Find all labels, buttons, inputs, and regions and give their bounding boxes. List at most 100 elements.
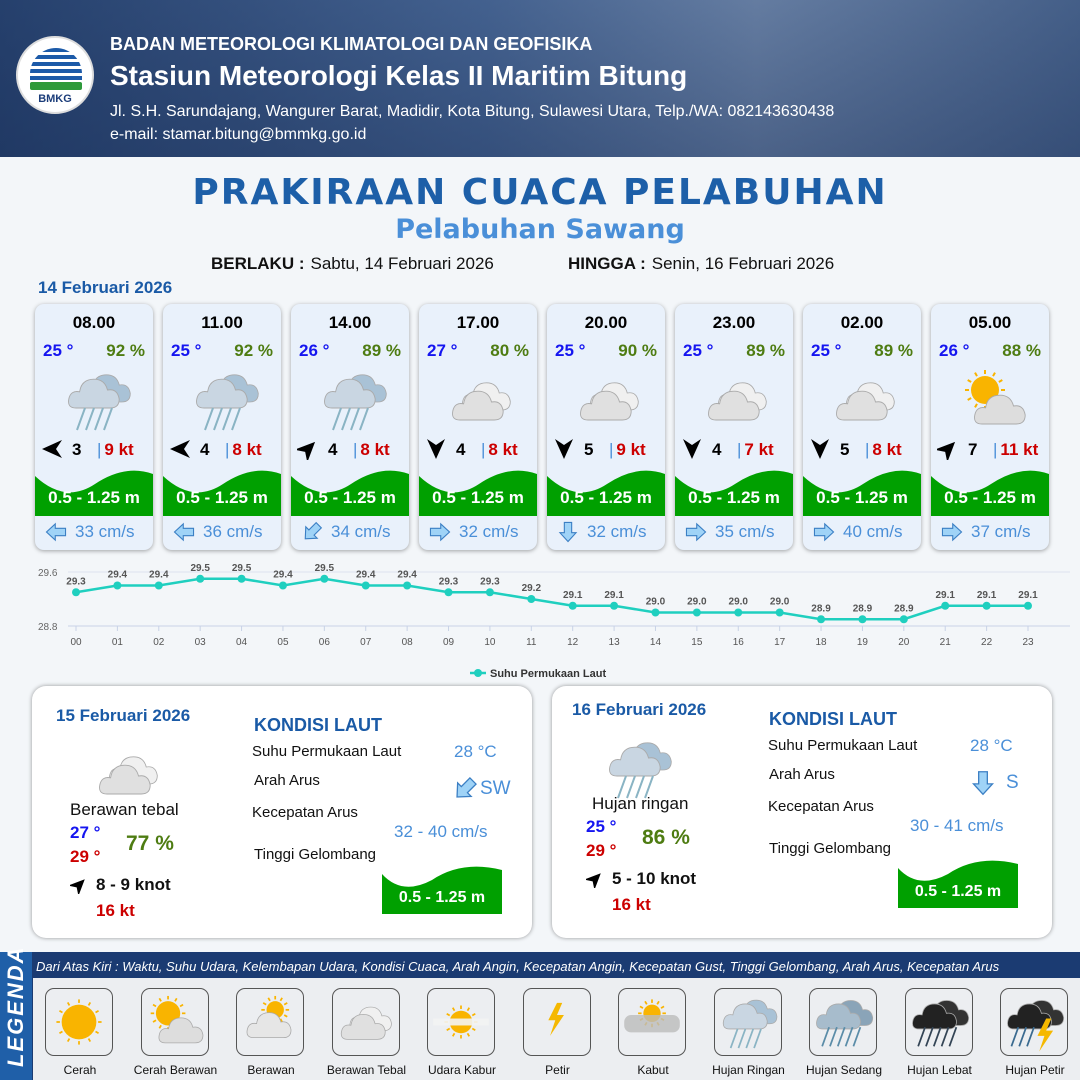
- data-point: [237, 574, 246, 583]
- legend-item-label: Hujan Ringan: [712, 1063, 785, 1077]
- data-label: 29.0: [687, 597, 707, 608]
- data-point: [196, 574, 205, 583]
- bmkg-logo: BMKG: [16, 36, 94, 114]
- data-label: 29.0: [646, 597, 666, 608]
- gust-value: 8 kt: [488, 440, 518, 459]
- wind-direction-icon: [68, 876, 88, 896]
- current-speed: 32 cm/s: [587, 522, 647, 541]
- gust: | 11 kt: [993, 440, 1039, 459]
- cerah-berawan-icon: [955, 362, 1031, 438]
- air-temp: 25 °: [43, 341, 74, 360]
- forecast-card: 11.00 25 ° 92 % 4 | 8 kt 0.5 - 1.25 m 36 …: [163, 304, 281, 550]
- email: e-mail: stamar.bitung@bmmkg.go.id: [110, 126, 367, 143]
- data-point: [444, 588, 453, 597]
- x-tick: 17: [774, 637, 786, 648]
- x-tick: 02: [153, 637, 165, 648]
- forecast-card: 20.00 25 ° 90 % 5 | 9 kt 0.5 - 1.25 m 32 …: [547, 304, 665, 550]
- humidity: 86 %: [642, 826, 690, 849]
- hujan-ringan-icon: [315, 362, 391, 438]
- legend-item-label: Hujan Lebat: [907, 1063, 972, 1077]
- current-speed: 37 cm/s: [971, 522, 1031, 541]
- wind-speed: 4: [200, 440, 210, 459]
- wave-height: 0.5 - 1.25 m: [176, 488, 268, 507]
- sst-label: Suhu Permukaan Laut: [768, 737, 918, 754]
- x-tick: 20: [898, 637, 910, 648]
- data-label: 29.3: [480, 576, 500, 587]
- x-tick: 06: [319, 637, 331, 648]
- wave-icon: [898, 860, 1018, 908]
- berawan-tebal-icon: [90, 736, 166, 812]
- data-point: [982, 601, 991, 610]
- gust: 16 kt: [96, 901, 135, 920]
- data-label: 29.1: [935, 590, 955, 601]
- x-tick: 00: [70, 637, 82, 648]
- current-dir-value: SW: [480, 778, 511, 799]
- wind-speed: 7: [968, 440, 978, 459]
- current-direction-icon: [809, 521, 839, 543]
- air-temp: 25 °: [811, 341, 842, 360]
- berawan-tebal-icon: [443, 362, 519, 438]
- berawan-tebal-icon: [571, 362, 647, 438]
- sst-value: 28 °C: [970, 736, 1013, 755]
- forecast-time: 17.00: [456, 313, 500, 332]
- wave-icon: [163, 464, 281, 516]
- humidity: 92 %: [106, 341, 145, 360]
- humidity: 90 %: [618, 341, 657, 360]
- data-label: 29.1: [604, 590, 624, 601]
- wind-speed: 3: [72, 440, 82, 459]
- hujan-ringan-icon: [713, 988, 782, 1056]
- wave-icon: [675, 464, 793, 516]
- valid-to-label: HINGGA :: [568, 254, 646, 273]
- udara-kabur-icon: [427, 988, 495, 1056]
- wind-speed: 4: [712, 440, 722, 459]
- data-label: 28.9: [811, 603, 831, 614]
- wave-height: 0.5 - 1.25 m: [914, 883, 1002, 900]
- humidity: 92 %: [234, 341, 273, 360]
- air-temp: 25 °: [683, 341, 714, 360]
- current-speed: 33 cm/s: [75, 522, 135, 541]
- current-direction-icon: [553, 521, 583, 543]
- data-point: [154, 581, 163, 590]
- current-dir-label: Arah Arus: [769, 766, 835, 783]
- wind-direction-icon: [553, 438, 575, 460]
- sea-condition-title: KONDISI LAUT: [769, 709, 897, 729]
- data-point: [361, 581, 370, 590]
- legend-label[interactable]: Suhu Permukaan Laut: [490, 668, 606, 680]
- current-direction-icon: [452, 776, 478, 802]
- humidity: 77 %: [126, 832, 174, 855]
- header-banner: BMKG BADAN METEOROLOGI KLIMATOLOGI DAN G…: [0, 0, 1080, 157]
- valid-from: BERLAKU : Sabtu, 14 Februari 2026: [211, 254, 494, 274]
- data-point: [1024, 601, 1032, 610]
- wind-direction-icon: [934, 438, 959, 463]
- x-tick: 16: [733, 637, 745, 648]
- temp-max: 29 °: [70, 847, 101, 866]
- x-tick: 22: [981, 637, 993, 648]
- air-temp: 26 °: [299, 341, 330, 360]
- hujan-sedang-icon: [809, 988, 877, 1056]
- data-label: 29.4: [397, 570, 417, 581]
- cerah-berawan-icon: [140, 988, 209, 1056]
- wind-speed: 5: [840, 440, 850, 459]
- gust: | 8 kt: [865, 440, 902, 459]
- kabut-icon: [618, 988, 686, 1056]
- forecast-time: 05.00: [968, 313, 1012, 332]
- gust: | 7 kt: [737, 440, 774, 459]
- wave-icon: [803, 464, 921, 516]
- gust-value: 9 kt: [616, 440, 646, 459]
- wind-speed: 4: [456, 440, 466, 459]
- humidity: 89 %: [746, 341, 785, 360]
- legend-item-label: Berawan: [247, 1063, 295, 1077]
- gust-value: 9 kt: [104, 440, 134, 459]
- wave-height: 0.5 - 1.25 m: [398, 889, 486, 906]
- data-point: [113, 581, 122, 590]
- sea-temp-chart: 29.6 28.8 29.3 00 29.4 01 29.4 02 29.5 03 29.5 04 29…: [38, 563, 1070, 680]
- x-tick: 08: [402, 637, 414, 648]
- hujan-ringan-icon: [600, 730, 676, 806]
- current-speed-label: Kecepatan Arus: [252, 804, 358, 821]
- x-tick: 01: [112, 637, 124, 648]
- current-direction-icon: [169, 521, 199, 543]
- legend-item-label: Hujan Petir: [1005, 1063, 1065, 1077]
- x-tick: 10: [484, 637, 496, 648]
- data-label: 28.9: [853, 603, 873, 614]
- air-temp: 25 °: [171, 341, 202, 360]
